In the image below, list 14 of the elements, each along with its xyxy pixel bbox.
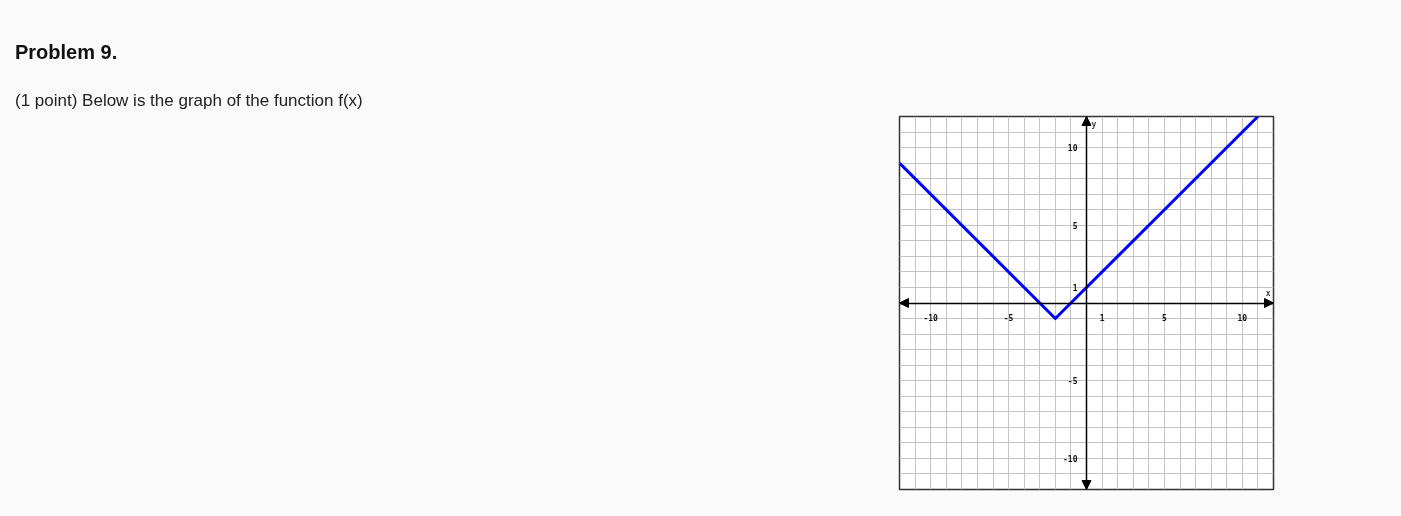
y-tick-label: 1 [1072,283,1078,293]
x-axis-title: x [1265,289,1271,298]
y-tick-label: 5 [1072,221,1078,231]
x-tick-label: 5 [1162,314,1168,323]
text: Problem 9. [15,40,118,65]
y-tick-label: -10 [1063,454,1078,464]
x-tick-label: -5 [1003,314,1014,323]
text: (1 point) Below is the graph of the function f(x) [15,90,363,112]
x-tick-label: -10 [923,314,939,323]
x-tick-label: 10 [1237,314,1248,323]
y-tick-label: 10 [1067,144,1078,154]
y-axis-title: y [1091,119,1097,129]
y-tick-label: -5 [1067,377,1078,387]
x-tick-label: 1 [1099,314,1105,323]
